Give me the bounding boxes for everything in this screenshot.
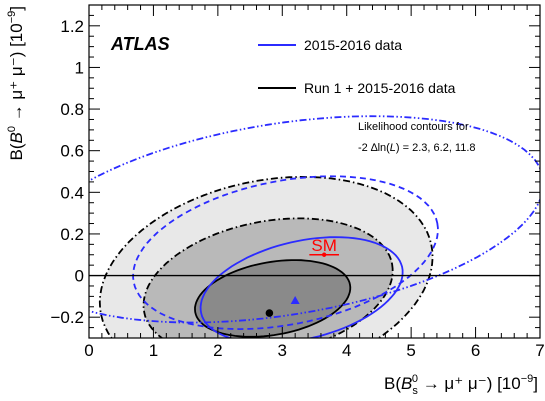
sm-prediction: SM xyxy=(309,236,339,257)
y-title-exp: −9 xyxy=(6,11,18,24)
x-tick-label: 3 xyxy=(278,341,287,360)
legend-label-run2: 2015-2016 data xyxy=(304,37,402,53)
legend: 2015-2016 data Run 1 + 2015-2016 data xyxy=(258,37,456,96)
atlas-label: ATLAS xyxy=(110,34,170,54)
y-title-sup: 0 xyxy=(6,126,18,132)
y-title-symbol: B xyxy=(7,132,26,143)
x-title-sub: s xyxy=(412,385,418,397)
y-title-prefix: B( xyxy=(7,143,26,160)
y-title-suffix: ] xyxy=(7,6,26,11)
combined-fill-level-2.3 xyxy=(195,260,351,337)
contour-lines xyxy=(89,115,540,338)
legend-label-combined: Run 1 + 2015-2016 data xyxy=(304,80,456,96)
combined-contour-6.2 xyxy=(142,217,394,338)
x-title-suffix: ] xyxy=(533,374,538,393)
likelihood-note-suffix: ) = 2.3, 6.2, 11.8 xyxy=(396,142,476,154)
x-title-exp: −9 xyxy=(521,373,534,385)
likelihood-note-prefix: -2 ∆ln( xyxy=(358,142,390,154)
likelihood-note-line2: -2 ∆ln(L) = 2.3, 6.2, 11.8 xyxy=(358,142,476,154)
x-tick-label: 6 xyxy=(471,341,480,360)
x-title-prefix: B( xyxy=(384,374,401,393)
best-fit-run2-marker xyxy=(290,296,300,305)
run2-contour-6.2 xyxy=(132,175,439,331)
x-tick-label: 2 xyxy=(213,341,222,360)
y-tick-label: 0.6 xyxy=(60,142,84,161)
sm-marker xyxy=(321,252,327,257)
y-tick-label: −0.2 xyxy=(50,308,84,327)
y-tick-label: 0.2 xyxy=(60,225,84,244)
y-tick-label: 1.2 xyxy=(60,17,84,36)
x-tick-label: 0 xyxy=(84,341,93,360)
x-tick-label: 1 xyxy=(149,341,158,360)
x-axis-title: B(Bs0 → μ⁺ μ⁻) [10−9] xyxy=(384,373,538,397)
sm-label: SM xyxy=(311,236,337,255)
x-tick-label: 7 xyxy=(535,341,544,360)
best-fit-markers xyxy=(265,296,300,317)
y-tick-label: 1 xyxy=(75,58,84,77)
combined-contour-2.3 xyxy=(194,259,352,338)
likelihood-note-line1: Likelihood contours for xyxy=(358,121,469,133)
x-tick-label: 4 xyxy=(342,341,351,360)
x-title-decay: → μ⁺ μ⁻) [10 xyxy=(418,374,521,393)
x-tick-label: 5 xyxy=(406,341,415,360)
y-tick-label: 0.4 xyxy=(60,183,84,202)
best-fit-combined-marker xyxy=(265,309,274,317)
axis-ticks: 0 1 2 3 4 5 6 7−0.200.20.40.60.811.2 xyxy=(50,4,545,360)
x-title-sup: 0 xyxy=(412,373,418,385)
run2-contour-2.3 xyxy=(199,236,404,338)
combined-contour-11.8 xyxy=(98,175,434,338)
y-axis-title: B(B0 → μ⁺ μ⁻) [10−9] xyxy=(6,6,26,160)
y-title-decay: → μ⁺ μ⁻) [10 xyxy=(7,23,26,126)
y-tick-label: 0 xyxy=(75,267,84,286)
likelihood-note-L: L xyxy=(390,142,396,154)
x-title-symbol: B xyxy=(401,374,412,393)
y-tick-label: 0.8 xyxy=(60,100,84,119)
